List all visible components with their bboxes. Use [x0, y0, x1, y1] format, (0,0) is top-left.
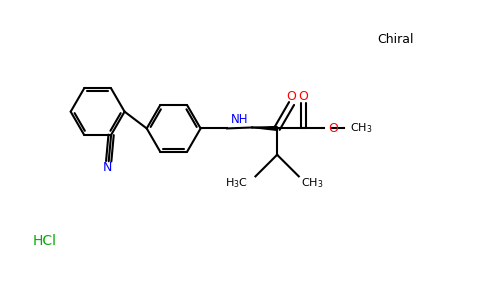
Text: H$_3$C: H$_3$C — [226, 177, 248, 190]
Text: N: N — [103, 161, 112, 175]
Text: HCl: HCl — [33, 234, 57, 248]
Text: O: O — [299, 90, 308, 103]
Text: NH: NH — [231, 113, 248, 126]
Text: O: O — [287, 90, 297, 103]
Text: CH$_3$: CH$_3$ — [350, 122, 372, 135]
Text: O: O — [329, 122, 338, 135]
Polygon shape — [252, 127, 277, 130]
Text: CH$_3$: CH$_3$ — [301, 177, 324, 190]
Text: Chiral: Chiral — [378, 33, 414, 46]
